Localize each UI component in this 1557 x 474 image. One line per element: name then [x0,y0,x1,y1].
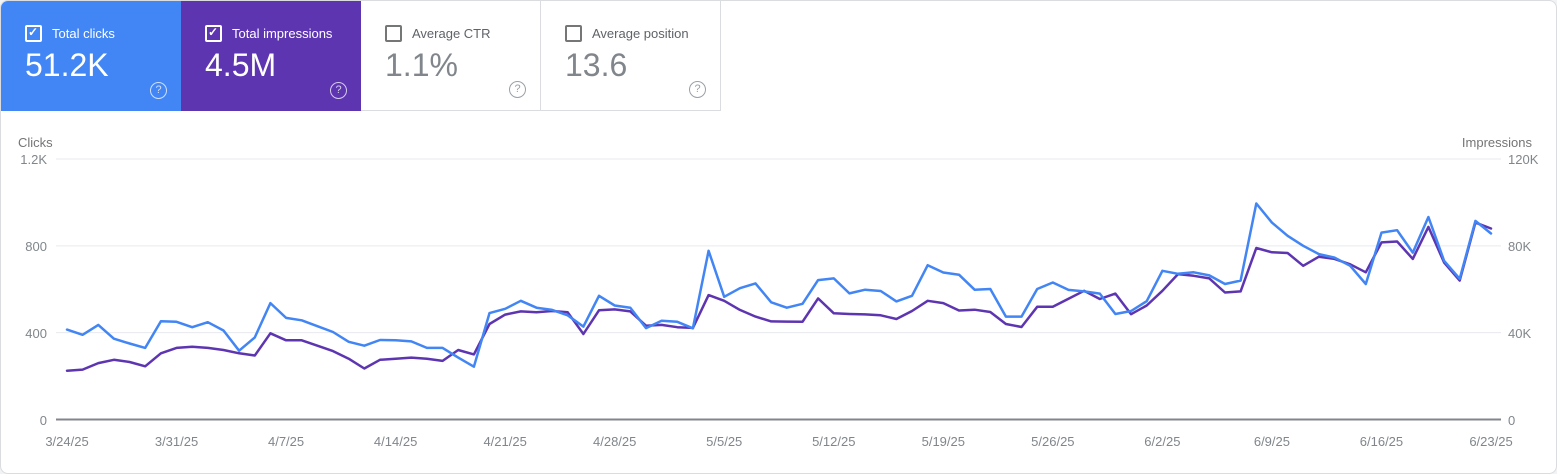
card-header: Average position [565,25,689,42]
left-axis-tick: 0 [39,412,47,428]
card-header: Total impressions [205,25,332,42]
card-header: Average CTR [385,25,491,42]
help-icon[interactable]: ? [689,81,706,98]
right-axis-tick: 40K [1508,325,1532,341]
card-value: 1.1% [385,47,458,83]
card-label: Total clicks [52,26,115,41]
checkbox-icon[interactable] [25,25,42,42]
help-icon[interactable]: ? [330,82,347,99]
checkbox-icon[interactable] [205,25,222,42]
x-axis-date-label: 3/31/25 [154,434,199,449]
x-axis-date-label: 6/9/25 [1253,434,1290,449]
right-axis-title: Impressions [1461,135,1532,150]
x-axis-date-label: 4/28/25 [593,434,637,449]
card-value: 51.2K [25,47,109,83]
help-icon[interactable]: ? [509,81,526,98]
x-axis-date-label: 3/24/25 [45,434,89,449]
card-average-ctr[interactable]: Average CTR 1.1% ? [361,1,541,111]
checkbox-icon[interactable] [565,25,582,42]
x-axis-date-label: 5/12/25 [812,434,856,449]
left-axis-tick: 800 [25,238,47,254]
card-label: Average CTR [412,26,491,41]
chart-plot-area[interactable] [56,151,1501,421]
x-axis-date-label: 6/16/25 [1359,434,1404,449]
x-axis-date-label: 6/2/25 [1144,434,1181,449]
card-total-impressions[interactable]: Total impressions 4.5M ? [181,1,361,111]
right-axis-tick: 120K [1508,152,1539,167]
card-value: 4.5M [205,47,277,83]
card-total-clicks[interactable]: Total clicks 51.2K ? [1,1,181,111]
right-axis-tick: 80K [1508,238,1532,254]
card-average-position[interactable]: Average position 13.6 ? [541,1,721,111]
left-axis-tick: 400 [25,325,47,341]
x-axis-date-label: 5/26/25 [1031,434,1075,449]
left-axis-tick: 1.2K [20,152,47,167]
x-axis-date-label: 5/5/25 [706,434,743,449]
metric-cards-row: Total clicks 51.2K ? Total impressions 4… [1,1,721,111]
help-icon[interactable]: ? [150,82,167,99]
card-label: Average position [592,26,689,41]
card-header: Total clicks [25,25,115,42]
x-axis-date-label: 4/21/25 [483,434,527,449]
right-axis-tick: 0 [1508,412,1516,428]
checkbox-icon[interactable] [385,25,402,42]
x-axis-date-label: 4/7/25 [267,434,305,449]
left-axis-title: Clicks [18,135,53,150]
x-axis-date-label: 6/23/25 [1469,434,1513,449]
card-label: Total impressions [232,26,333,41]
card-value: 13.6 [565,47,628,83]
x-axis-date-label: 5/19/25 [921,434,965,449]
x-axis-date-label: 4/14/25 [373,434,418,449]
